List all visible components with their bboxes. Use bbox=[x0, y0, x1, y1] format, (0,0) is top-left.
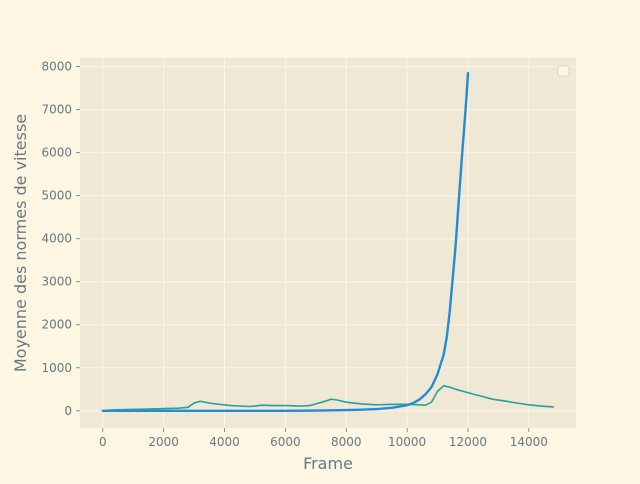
x-tick-label: 8000 bbox=[331, 435, 362, 449]
y-tick-label: 8000 bbox=[41, 60, 72, 74]
plot-area bbox=[80, 58, 576, 428]
x-axis-label: Frame bbox=[303, 454, 353, 473]
x-tick-label: 0 bbox=[99, 435, 107, 449]
x-tick-label: 14000 bbox=[510, 435, 548, 449]
y-tick-label: 7000 bbox=[41, 103, 72, 117]
legend-box bbox=[557, 65, 570, 77]
grid-lines bbox=[80, 58, 576, 428]
y-tick-label: 3000 bbox=[41, 275, 72, 289]
x-tick-label: 4000 bbox=[209, 435, 240, 449]
y-tick-label: 2000 bbox=[41, 318, 72, 332]
x-tick-label: 12000 bbox=[449, 435, 487, 449]
y-tick-label: 1000 bbox=[41, 361, 72, 375]
y-tick-label: 6000 bbox=[41, 146, 72, 160]
x-tick-label: 10000 bbox=[388, 435, 426, 449]
y-tick-label: 5000 bbox=[41, 189, 72, 203]
x-tick-label: 2000 bbox=[148, 435, 179, 449]
series-line-1 bbox=[102, 384, 555, 412]
series-layer bbox=[101, 71, 555, 412]
x-tick-label: 6000 bbox=[270, 435, 301, 449]
series-line-2 bbox=[101, 71, 470, 412]
y-tick-label: 0 bbox=[64, 404, 72, 418]
y-tick-label: 4000 bbox=[41, 232, 72, 246]
tick-labels: 0 2000 4000 6000 8000 10000 12000 14000 0 1000 200… bbox=[41, 60, 547, 449]
y-axis-label: Moyenne des normes de vitesse bbox=[11, 114, 30, 372]
